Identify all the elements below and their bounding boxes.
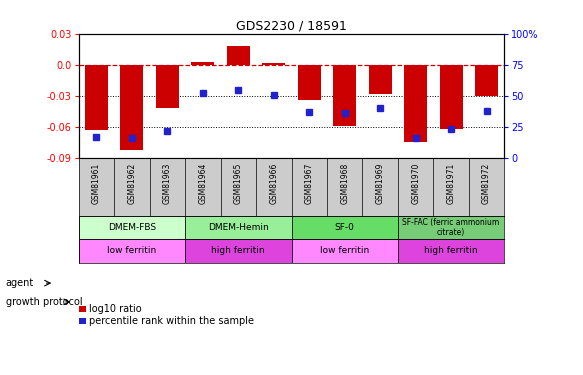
Text: high ferritin: high ferritin [212, 246, 265, 255]
Text: GSM81965: GSM81965 [234, 162, 243, 204]
Text: GSM81963: GSM81963 [163, 162, 172, 204]
Text: GSM81971: GSM81971 [447, 162, 455, 204]
Bar [292, 239, 398, 262]
Bar [79, 216, 185, 239]
Text: agent: agent [6, 278, 34, 288]
Bar [440, 65, 463, 129]
Bar [262, 63, 285, 65]
Text: GSM81970: GSM81970 [411, 162, 420, 204]
Bar [404, 65, 427, 142]
Text: GSM81968: GSM81968 [340, 162, 349, 204]
Bar [185, 239, 292, 262]
Bar [333, 65, 356, 126]
Bar [298, 65, 321, 100]
Text: GSM81966: GSM81966 [269, 162, 278, 204]
Bar [79, 239, 185, 262]
Text: SF-0: SF-0 [335, 223, 354, 232]
Bar [156, 65, 179, 108]
Text: percentile rank within the sample: percentile rank within the sample [89, 316, 254, 326]
Text: GSM81972: GSM81972 [482, 162, 491, 204]
Bar [368, 65, 392, 94]
Text: low ferritin: low ferritin [107, 246, 156, 255]
Text: low ferritin: low ferritin [320, 246, 369, 255]
Text: SF-FAC (ferric ammonium
citrate): SF-FAC (ferric ammonium citrate) [402, 218, 500, 237]
Text: growth protocol: growth protocol [6, 297, 82, 307]
Text: GSM81964: GSM81964 [198, 162, 208, 204]
Text: GSM81962: GSM81962 [128, 162, 136, 204]
Title: GDS2230 / 18591: GDS2230 / 18591 [236, 20, 347, 33]
Bar [227, 46, 250, 65]
Bar [292, 216, 398, 239]
Text: GSM81969: GSM81969 [375, 162, 385, 204]
Bar [85, 65, 108, 130]
Bar [475, 65, 498, 96]
Text: GSM81961: GSM81961 [92, 162, 101, 204]
Bar [191, 62, 215, 65]
Text: log10 ratio: log10 ratio [89, 304, 141, 314]
Text: DMEM-FBS: DMEM-FBS [108, 223, 156, 232]
Bar [398, 216, 504, 239]
Text: DMEM-Hemin: DMEM-Hemin [208, 223, 269, 232]
Text: GSM81967: GSM81967 [305, 162, 314, 204]
Bar [185, 216, 292, 239]
Bar [120, 65, 143, 150]
Bar [398, 239, 504, 262]
Text: high ferritin: high ferritin [424, 246, 478, 255]
